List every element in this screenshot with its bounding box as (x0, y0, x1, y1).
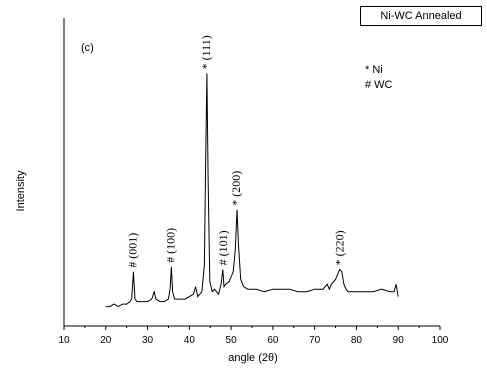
chart-title-box: Ni-WC Annealed (360, 6, 482, 26)
y-axis-label: Intensity (15, 170, 27, 211)
peak-label: * (200) (229, 171, 243, 206)
x-tick-label: 70 (309, 335, 321, 346)
peak-annotations: # (001) # (100) * (111) # (101) * (200) * (22… (125, 35, 346, 268)
x-tick-label: 60 (267, 335, 279, 346)
peak-label: # (100) (163, 228, 177, 263)
x-tick-label: 100 (432, 335, 449, 346)
x-tick-label: 50 (226, 335, 238, 346)
peak-label: # (001) (125, 233, 139, 268)
x-tick-label: 10 (58, 335, 70, 346)
x-tick-label: 20 (100, 335, 112, 346)
x-ticks: 10 20 30 40 50 60 70 80 90 100 (58, 326, 449, 346)
x-axis-label: angle (2θ) (228, 352, 278, 364)
x-tick-label: 80 (351, 335, 363, 346)
legend-ni: * Ni (365, 64, 383, 76)
peak-label: # (101) (216, 230, 230, 265)
x-tick-label: 90 (393, 335, 405, 346)
peak-label: * (220) (333, 230, 347, 265)
axes (63, 18, 440, 327)
peak-label: * (111) (199, 35, 213, 69)
x-tick-label: 40 (184, 335, 196, 346)
panel-label: (c) (81, 42, 94, 54)
xrd-pattern-line (105, 73, 399, 308)
x-tick-label: 30 (142, 335, 154, 346)
legend-wc: # WC (365, 79, 393, 91)
